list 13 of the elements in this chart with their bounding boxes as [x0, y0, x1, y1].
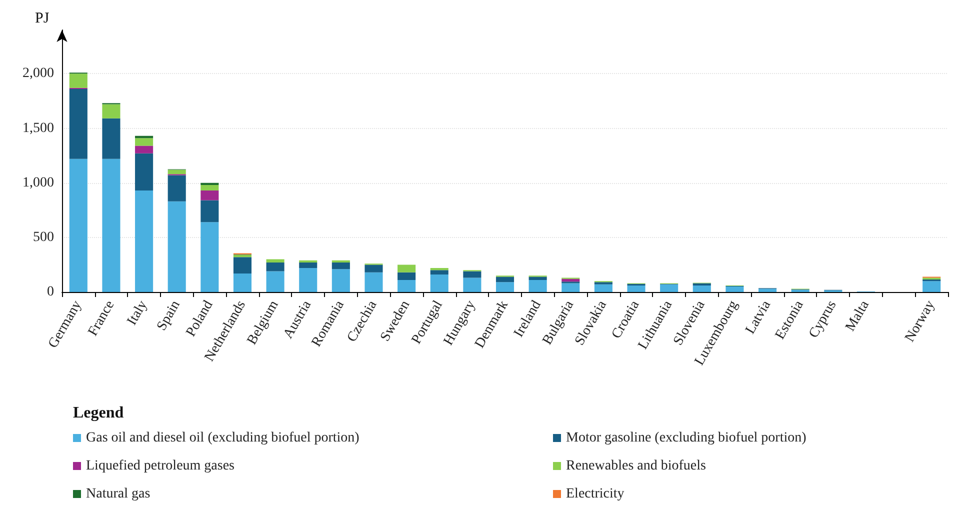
legend-label: Natural gas	[86, 486, 150, 502]
legend-label: Electricity	[566, 486, 624, 502]
legend-title: Legend	[73, 404, 124, 422]
y-tick-label: 1,500	[22, 120, 54, 136]
legend-label: Renewables and biofuels	[566, 458, 706, 474]
legend-label: Motor gasoline (excluding biofuel portion)	[566, 430, 807, 446]
y-axis-title: PJ	[35, 10, 50, 26]
y-tick-label: 0	[47, 284, 54, 300]
legend-label: Liquefied petroleum gases	[86, 458, 235, 474]
y-tick-label: 500	[33, 230, 54, 245]
y-tick-label: 2,000	[22, 66, 54, 82]
y-tick-label: 1,000	[22, 175, 54, 190]
legend-label: Gas oil and diesel oil (excluding biofuel portion)	[86, 430, 360, 446]
